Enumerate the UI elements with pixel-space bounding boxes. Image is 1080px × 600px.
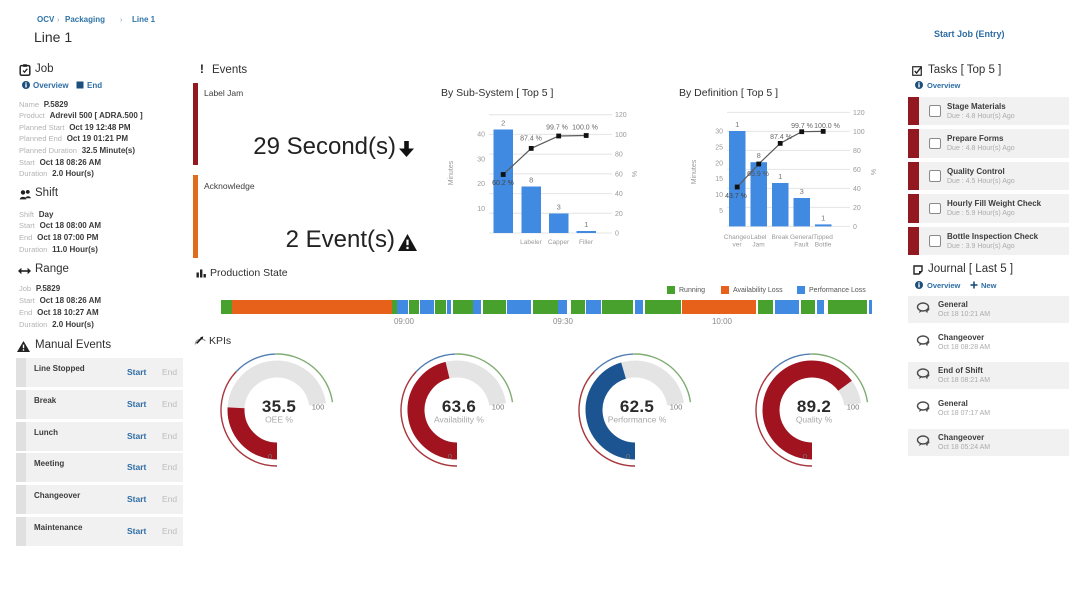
svg-text:100: 100 — [847, 403, 860, 412]
svg-text:100.0 %: 100.0 % — [572, 125, 598, 132]
svg-text:25: 25 — [715, 144, 723, 151]
svg-text:Bottle: Bottle — [815, 242, 832, 249]
svg-text:62.5: 62.5 — [620, 397, 654, 416]
svg-text:60.2 %: 60.2 % — [492, 180, 514, 187]
svg-text:65.9 %: 65.9 % — [747, 171, 769, 178]
svg-text:Availability %: Availability % — [434, 415, 484, 425]
svg-text:Minutes: Minutes — [448, 160, 455, 185]
svg-text:80: 80 — [853, 148, 861, 155]
svg-text:20: 20 — [477, 181, 485, 188]
svg-text:99.7 %: 99.7 % — [791, 123, 813, 130]
svg-text:3: 3 — [800, 187, 804, 196]
svg-text:Label: Label — [751, 234, 767, 241]
svg-text:0: 0 — [268, 452, 272, 461]
svg-text:20: 20 — [715, 160, 723, 167]
svg-text:89.2: 89.2 — [797, 397, 831, 416]
svg-text:20: 20 — [853, 205, 861, 212]
svg-text:1: 1 — [778, 172, 782, 181]
svg-text:%: % — [632, 171, 639, 177]
svg-text:100: 100 — [312, 403, 325, 412]
svg-text:Changeo: Changeo — [724, 234, 751, 241]
svg-text:Filler: Filler — [579, 239, 594, 246]
svg-text:20: 20 — [615, 211, 623, 218]
svg-text:60: 60 — [615, 171, 623, 178]
svg-text:Quality %: Quality % — [796, 415, 833, 425]
svg-text:5: 5 — [719, 208, 723, 215]
svg-text:10: 10 — [477, 206, 485, 213]
svg-text:40: 40 — [477, 132, 485, 139]
svg-text:100: 100 — [615, 132, 627, 139]
svg-text:100: 100 — [853, 129, 865, 136]
svg-text:%: % — [871, 169, 878, 175]
svg-text:60: 60 — [853, 167, 861, 174]
svg-text:15: 15 — [715, 176, 723, 183]
svg-text:Performance %: Performance % — [608, 415, 667, 425]
svg-text:63.6: 63.6 — [442, 397, 476, 416]
svg-text:General: General — [790, 234, 814, 241]
svg-text:87.4 %: 87.4 % — [520, 136, 542, 143]
svg-text:0: 0 — [626, 452, 630, 461]
svg-text:120: 120 — [853, 110, 865, 117]
svg-text:0: 0 — [803, 452, 807, 461]
svg-text:OEE %: OEE % — [265, 415, 293, 425]
svg-text:40: 40 — [615, 191, 623, 198]
svg-text:ver: ver — [732, 242, 742, 249]
svg-text:1: 1 — [735, 120, 739, 129]
svg-text:30: 30 — [715, 129, 723, 136]
svg-text:100: 100 — [670, 403, 683, 412]
svg-text:120: 120 — [615, 112, 627, 119]
svg-text:1: 1 — [821, 213, 825, 222]
svg-text:8: 8 — [529, 176, 533, 185]
svg-text:1: 1 — [584, 220, 588, 229]
svg-text:100.0 %: 100.0 % — [814, 123, 840, 130]
svg-text:3: 3 — [557, 203, 561, 212]
svg-text:99.7 %: 99.7 % — [546, 125, 568, 132]
svg-text:43.7 %: 43.7 % — [725, 193, 747, 200]
svg-text:Labeler: Labeler — [520, 239, 543, 246]
svg-text:87.4 %: 87.4 % — [770, 134, 792, 141]
svg-text:Capper: Capper — [548, 239, 570, 246]
svg-text:Fault: Fault — [794, 242, 809, 249]
svg-text:0: 0 — [448, 452, 452, 461]
svg-text:80: 80 — [615, 152, 623, 159]
svg-text:Tipped: Tipped — [813, 234, 833, 241]
svg-text:100: 100 — [492, 403, 505, 412]
svg-text:40: 40 — [853, 186, 861, 193]
svg-text:Jam: Jam — [752, 242, 764, 249]
svg-text:Break: Break — [772, 234, 790, 241]
svg-text:0: 0 — [615, 231, 619, 238]
svg-text:0: 0 — [853, 224, 857, 231]
svg-text:2: 2 — [501, 119, 505, 128]
svg-text:30: 30 — [477, 156, 485, 163]
svg-text:35.5: 35.5 — [262, 397, 296, 416]
svg-text:Minutes: Minutes — [691, 159, 698, 184]
svg-text:8: 8 — [757, 151, 761, 160]
svg-text:10: 10 — [715, 192, 723, 199]
